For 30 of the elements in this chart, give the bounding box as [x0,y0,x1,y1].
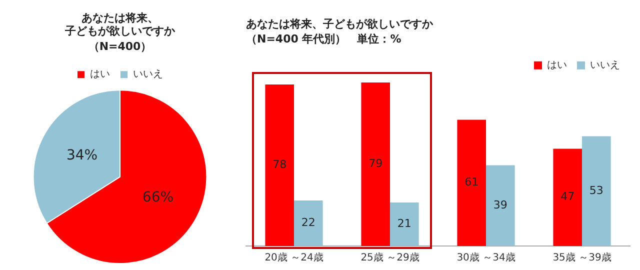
data-label: 22 [301,216,316,230]
legend-label: いいえ [133,69,163,80]
data-label: 66% [142,189,174,206]
data-label: 61 [464,176,479,189]
bar [457,120,486,246]
x-tick-label: 25歳 ～29歳 [360,252,420,264]
bar [553,148,582,246]
bar [294,200,323,246]
x-tick-label: 30歳 ～34歳 [456,252,516,264]
chart-subtitle: （N=400） [88,40,152,53]
chart-title: あなたは将来、子どもが欲しいですか [246,17,434,30]
chart-subtitle: （N=400 年代別） 単位：% [246,32,402,46]
bar [265,84,294,246]
legend-label: はい [90,69,110,80]
data-label: 53 [589,184,604,198]
data-label: 39 [493,198,508,212]
x-tick-label: 20歳 ～24歳 [264,252,324,264]
legend-label: はい [547,60,567,71]
bar [582,136,611,246]
legend-label: いいえ [590,60,620,71]
data-label: 21 [397,217,412,230]
data-label: 78 [272,158,287,172]
bar [486,165,515,246]
bar [361,82,390,246]
data-label: 79 [368,157,383,170]
bar [390,202,419,246]
x-tick-label: 35歳 ～39歳 [552,252,612,264]
chart-title: あなたは将来、子どもが欲しいですか [64,11,176,38]
data-label: 34% [66,148,98,164]
data-label: 47 [560,190,575,204]
